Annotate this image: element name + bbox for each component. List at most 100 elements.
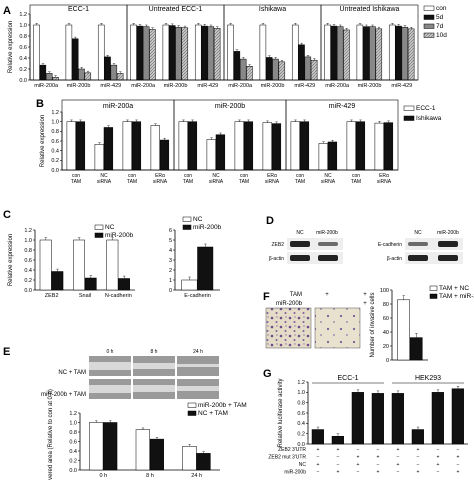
y-tick-label: 40 bbox=[383, 330, 389, 336]
bar bbox=[388, 24, 396, 81]
y-tick-label: 0.0 bbox=[24, 288, 32, 294]
bar bbox=[106, 239, 119, 291]
bar bbox=[135, 429, 150, 471]
group-box bbox=[285, 99, 399, 171]
bar bbox=[175, 26, 182, 81]
bar bbox=[52, 77, 59, 81]
condition-mark: + bbox=[317, 462, 320, 468]
blot-band bbox=[318, 242, 338, 246]
bar bbox=[75, 121, 86, 171]
wound-healing-images: 0 h 8 h 24 h NC + TAM miR-200b + TAM bbox=[41, 349, 219, 399]
bar bbox=[97, 24, 105, 81]
legend-label: TAM + NC bbox=[439, 285, 469, 292]
condition-label: ZEB2 3'UTR bbox=[278, 447, 306, 453]
condition-mark: + bbox=[437, 455, 440, 461]
bar bbox=[395, 25, 402, 81]
x-tick-label: ZEB2 bbox=[45, 293, 59, 299]
condition-mark: − bbox=[397, 470, 400, 476]
x-tick-label: miR-200a bbox=[34, 83, 59, 89]
wound-gap bbox=[133, 363, 175, 369]
condition-mark: + bbox=[337, 447, 340, 453]
bar bbox=[227, 24, 234, 81]
x-tick-label: NC bbox=[100, 173, 108, 179]
y-tick-label: 0 bbox=[386, 358, 389, 364]
bar bbox=[233, 51, 241, 81]
legend-label: NC + TAM bbox=[198, 410, 228, 417]
y-tick-label: 0.4 bbox=[24, 268, 32, 274]
blot-row-label: β-actin bbox=[387, 256, 402, 262]
x-tick-label: con bbox=[72, 173, 80, 179]
condition-label: miR-200b bbox=[284, 470, 306, 476]
bar bbox=[116, 73, 124, 81]
x-tick-label: TAM bbox=[295, 179, 305, 185]
bar bbox=[278, 61, 286, 81]
condition-mark: − bbox=[357, 447, 360, 453]
bar bbox=[168, 25, 176, 81]
bar bbox=[401, 26, 409, 81]
y-tick-label: 1.2 bbox=[19, 12, 27, 18]
legend-label: miR-200b + TAM bbox=[198, 402, 247, 409]
legend-label: TAM + miR-200b bbox=[439, 293, 474, 300]
bar bbox=[271, 123, 282, 171]
wound-gap bbox=[133, 385, 175, 392]
bar bbox=[45, 73, 53, 81]
bar bbox=[142, 26, 150, 81]
x-tick-label: con bbox=[128, 173, 136, 179]
bar bbox=[89, 422, 104, 471]
legend-swatch bbox=[187, 410, 197, 416]
blot-band bbox=[408, 255, 428, 261]
bar bbox=[194, 24, 202, 81]
chart-e: 0.0 0.2 0.4 0.6 0.8 1.0 1.2 Uncovered area (Rel… bbox=[48, 389, 247, 480]
bar bbox=[181, 279, 198, 291]
y-tick-label: 0.2 bbox=[19, 67, 27, 73]
group-title: Ishikawa bbox=[259, 6, 286, 13]
x-tick-label: miR-200a bbox=[228, 83, 253, 89]
condition-mark: + bbox=[357, 462, 360, 468]
condition-mark: + bbox=[417, 470, 420, 476]
bar bbox=[407, 28, 415, 81]
legend-swatch bbox=[423, 5, 435, 11]
y-tick-label: 5 bbox=[169, 238, 172, 244]
bar bbox=[201, 25, 208, 81]
x-tick-label: siRNA bbox=[321, 179, 336, 185]
y-tick-label: 1.0 bbox=[69, 420, 77, 426]
blot-row-label: ZEB2 bbox=[271, 242, 284, 248]
blot-lane-label: NC bbox=[296, 230, 304, 236]
bar bbox=[118, 278, 130, 291]
bar bbox=[150, 125, 160, 171]
y-tick-label: 0.8 bbox=[69, 430, 77, 436]
legend-swatch bbox=[403, 105, 415, 111]
bar bbox=[411, 429, 424, 445]
y-tick-label: 1.0 bbox=[51, 119, 59, 125]
panel-label-f: F bbox=[263, 291, 270, 303]
x-tick-label: miR-429 bbox=[100, 83, 121, 89]
bar bbox=[159, 139, 170, 171]
bar bbox=[122, 121, 132, 171]
x-tick-label: NC bbox=[212, 173, 220, 179]
legend-swatch bbox=[429, 285, 438, 291]
y-tick-label: 0.2 bbox=[24, 278, 32, 284]
x-tick-label: NC bbox=[324, 173, 332, 179]
invasion-micrograph-nc bbox=[265, 307, 312, 349]
condition-label: miR-200b bbox=[276, 301, 303, 307]
x-tick-label: TAM bbox=[351, 179, 361, 185]
western-blot-e-cadherin: NC miR-200b E-cadherin β-actin bbox=[378, 230, 463, 264]
bar bbox=[304, 56, 312, 81]
x-tick-label: miR-429 bbox=[391, 83, 412, 89]
y-tick-label: 0.2 bbox=[51, 158, 59, 164]
bar bbox=[213, 28, 221, 81]
condition-label: miR-200b + TAM bbox=[41, 392, 86, 398]
wound-gap bbox=[177, 386, 219, 391]
bar bbox=[243, 121, 254, 171]
bar bbox=[239, 58, 247, 81]
x-tick-label: miR-200b bbox=[261, 83, 285, 89]
legend-swatch bbox=[187, 402, 197, 408]
legend-label: 5d bbox=[436, 14, 444, 21]
blot-band bbox=[290, 255, 310, 261]
bar bbox=[33, 24, 40, 81]
legend-label: con bbox=[436, 5, 447, 12]
bar bbox=[131, 121, 142, 171]
legend-label: NC bbox=[105, 224, 115, 231]
y-tick-label: 0.6 bbox=[19, 45, 27, 51]
